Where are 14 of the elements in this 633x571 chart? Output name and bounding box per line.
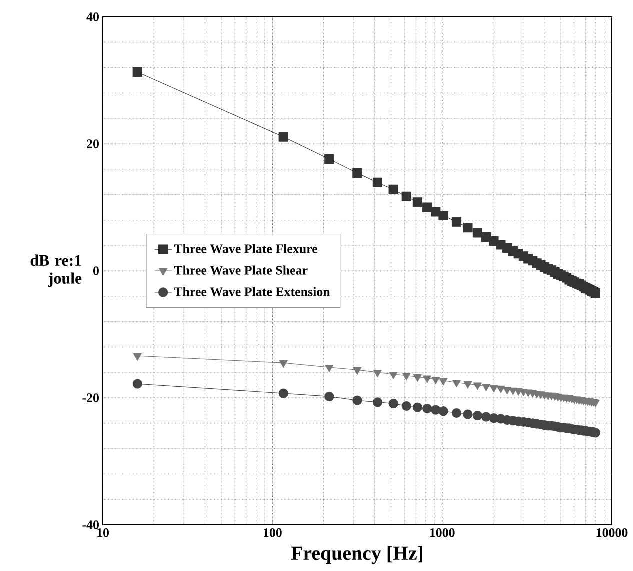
x-tick-label: 1000 xyxy=(430,528,455,538)
x-tick-label: 10 xyxy=(98,528,109,538)
y-tick-label: 40 xyxy=(86,12,99,22)
legend-label: Three Wave Plate Shear xyxy=(174,266,308,275)
legend-label: Three Wave Plate Flexure xyxy=(174,244,318,254)
y-tick-label: -20 xyxy=(82,394,99,402)
x-axis-title: Frequency [Hz] xyxy=(291,546,423,564)
x-tick-label: 100 xyxy=(264,528,282,538)
y-tick-label: 0 xyxy=(94,266,99,276)
x-tick-label: 10000 xyxy=(596,528,628,538)
legend-label: Three Wave Plate Extension xyxy=(174,287,330,296)
y-axis-title: dB re:1 joule xyxy=(30,254,82,288)
y-tick-label: 20 xyxy=(87,140,99,148)
y-tick-label: -40 xyxy=(82,520,99,530)
